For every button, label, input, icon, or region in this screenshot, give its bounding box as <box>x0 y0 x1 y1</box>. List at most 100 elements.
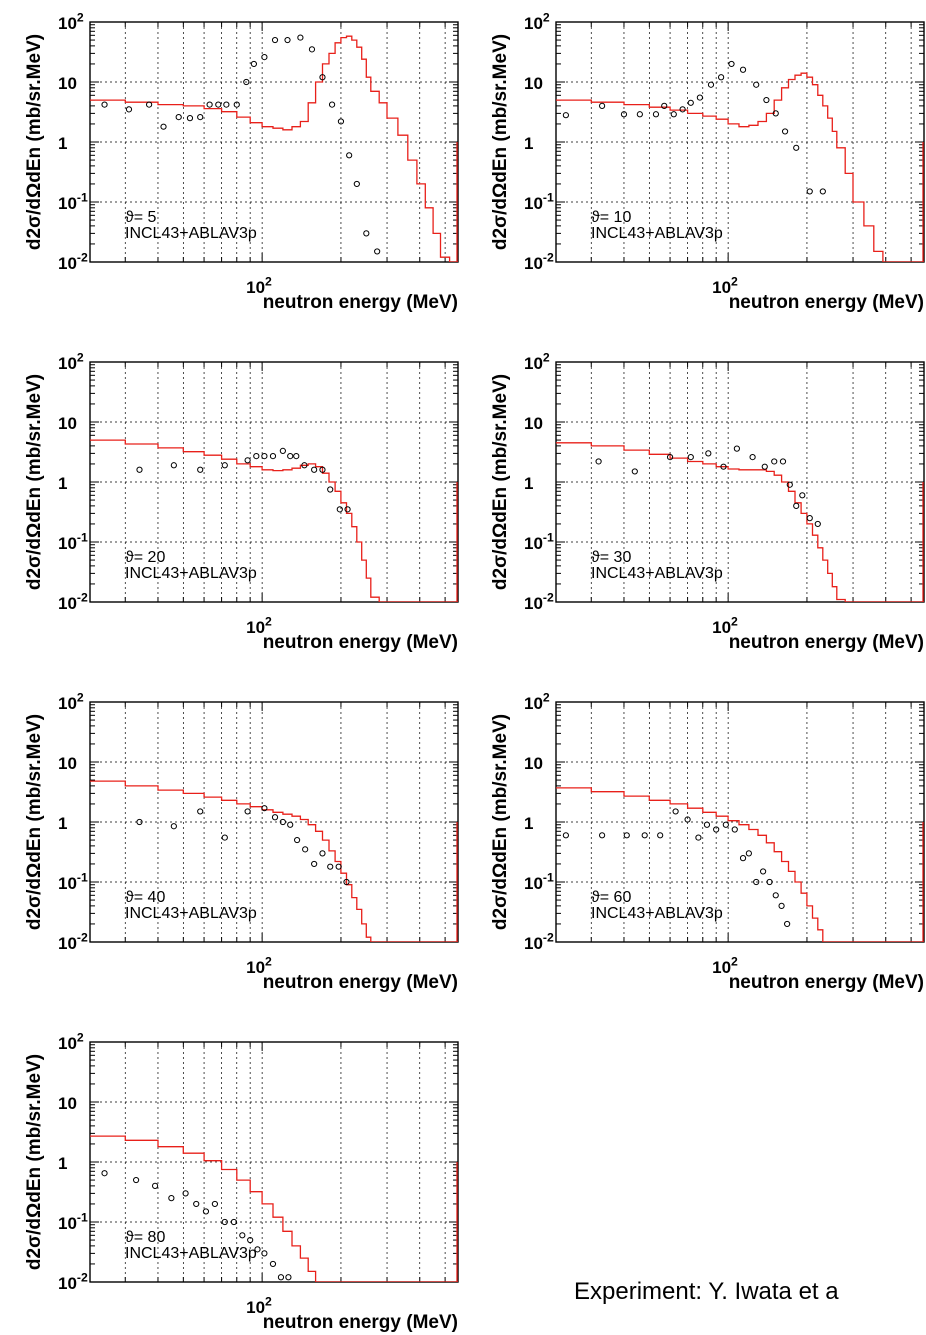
data-point <box>696 94 703 101</box>
data-point <box>277 1274 285 1281</box>
data-point <box>666 454 674 461</box>
y-tick-label: 1 <box>58 814 67 833</box>
data-point <box>786 481 793 488</box>
data-point <box>186 115 194 122</box>
plot-area <box>556 787 924 942</box>
plot-area <box>90 780 458 942</box>
data-point <box>193 1200 200 1208</box>
grid <box>90 362 458 602</box>
data-point <box>254 1246 261 1253</box>
data-point <box>221 834 228 841</box>
data-point <box>336 506 343 513</box>
data-point <box>722 821 729 828</box>
data-point <box>279 818 286 826</box>
data-point <box>363 230 370 237</box>
data-point <box>753 81 760 88</box>
data-point <box>284 36 291 44</box>
data-point <box>766 878 773 886</box>
y-tick-label: 10 <box>524 74 543 93</box>
data-point <box>679 106 686 113</box>
y-axis-label: d2σ/dΩdEn (mb/sr.MeV) <box>24 374 45 590</box>
data-point <box>799 492 806 499</box>
data-point <box>374 248 381 255</box>
data-point <box>271 814 279 821</box>
model-label: INCL43+ABLAV3p <box>125 905 257 922</box>
data-point <box>293 836 301 844</box>
axis-ticks <box>556 21 924 263</box>
plot-area <box>90 1135 458 1282</box>
y-axis-label: d2σ/dΩdEn (mb/sr.MeV) <box>24 1054 45 1270</box>
data-point <box>160 123 167 130</box>
x-axis-label: neutron energy (MeV) <box>263 632 458 653</box>
y-tick-label: 10 <box>524 754 543 773</box>
y-tick-label: 102 <box>58 350 84 373</box>
data-point <box>598 102 606 109</box>
data-point <box>731 826 738 833</box>
y-tick-label: 10-2 <box>524 250 554 273</box>
data-point <box>687 99 694 106</box>
model-histogram <box>90 1135 458 1282</box>
y-tick-label: 10 <box>58 414 77 433</box>
y-axis-label: d2σ/dΩdEn (mb/sr.MeV) <box>490 714 511 930</box>
data-point <box>631 468 638 475</box>
data-point <box>132 1176 140 1184</box>
data-point <box>779 458 787 465</box>
data-point <box>684 816 691 823</box>
data-point <box>759 868 767 875</box>
data-point <box>623 832 630 839</box>
data-point <box>230 1218 237 1226</box>
data-point <box>136 818 143 826</box>
data-point <box>175 114 182 121</box>
model-histogram <box>556 442 924 602</box>
data-point <box>328 101 336 108</box>
data-point <box>713 826 720 833</box>
data-point <box>319 850 326 857</box>
model-label: INCL43+ABLAV3p <box>591 565 723 582</box>
plot-area <box>90 34 458 262</box>
data-point <box>223 101 230 108</box>
data-point <box>319 74 326 81</box>
y-tick-label: 10-2 <box>524 590 554 613</box>
x-tick-label: 102 <box>246 1294 272 1317</box>
data-point <box>197 114 204 121</box>
data-point <box>749 454 756 461</box>
y-tick-label: 10 <box>58 754 77 773</box>
y-axis-label: d2σ/dΩdEn (mb/sr.MeV) <box>490 34 511 250</box>
data-point <box>279 447 286 454</box>
y-tick-label: 102 <box>58 690 84 713</box>
data-point <box>814 520 821 528</box>
grid <box>90 22 458 262</box>
data-point <box>302 846 309 853</box>
data-point <box>233 101 240 108</box>
data-point <box>772 110 779 117</box>
data-point <box>703 821 711 828</box>
data-point <box>261 453 268 460</box>
y-tick-label: 10-2 <box>58 1270 88 1293</box>
y-axis-label: d2σ/dΩdEn (mb/sr.MeV) <box>24 34 45 250</box>
angle-label: ϑ= 40 <box>125 889 165 906</box>
data-point <box>771 458 778 465</box>
data-point <box>293 453 300 460</box>
data-point <box>182 1190 189 1197</box>
data-point <box>285 1274 292 1281</box>
data-point <box>337 118 345 125</box>
y-tick-label: 1 <box>58 1154 67 1173</box>
axis-ticks <box>90 701 458 943</box>
data-point <box>335 863 342 870</box>
data-point <box>301 462 308 469</box>
angle-label: ϑ= 30 <box>591 549 631 566</box>
y-tick-label: 102 <box>524 10 550 33</box>
data-point <box>562 832 569 839</box>
data-point <box>319 466 326 473</box>
y-tick-label: 10 <box>58 1094 77 1113</box>
data-point <box>287 453 294 460</box>
data-point <box>670 111 677 118</box>
model-label: INCL43+ABLAV3p <box>591 225 723 242</box>
model-label: INCL43+ABLAV3p <box>125 1245 257 1262</box>
x-tick-label: 102 <box>246 614 272 637</box>
data-point <box>297 34 304 41</box>
data-point <box>197 808 204 815</box>
